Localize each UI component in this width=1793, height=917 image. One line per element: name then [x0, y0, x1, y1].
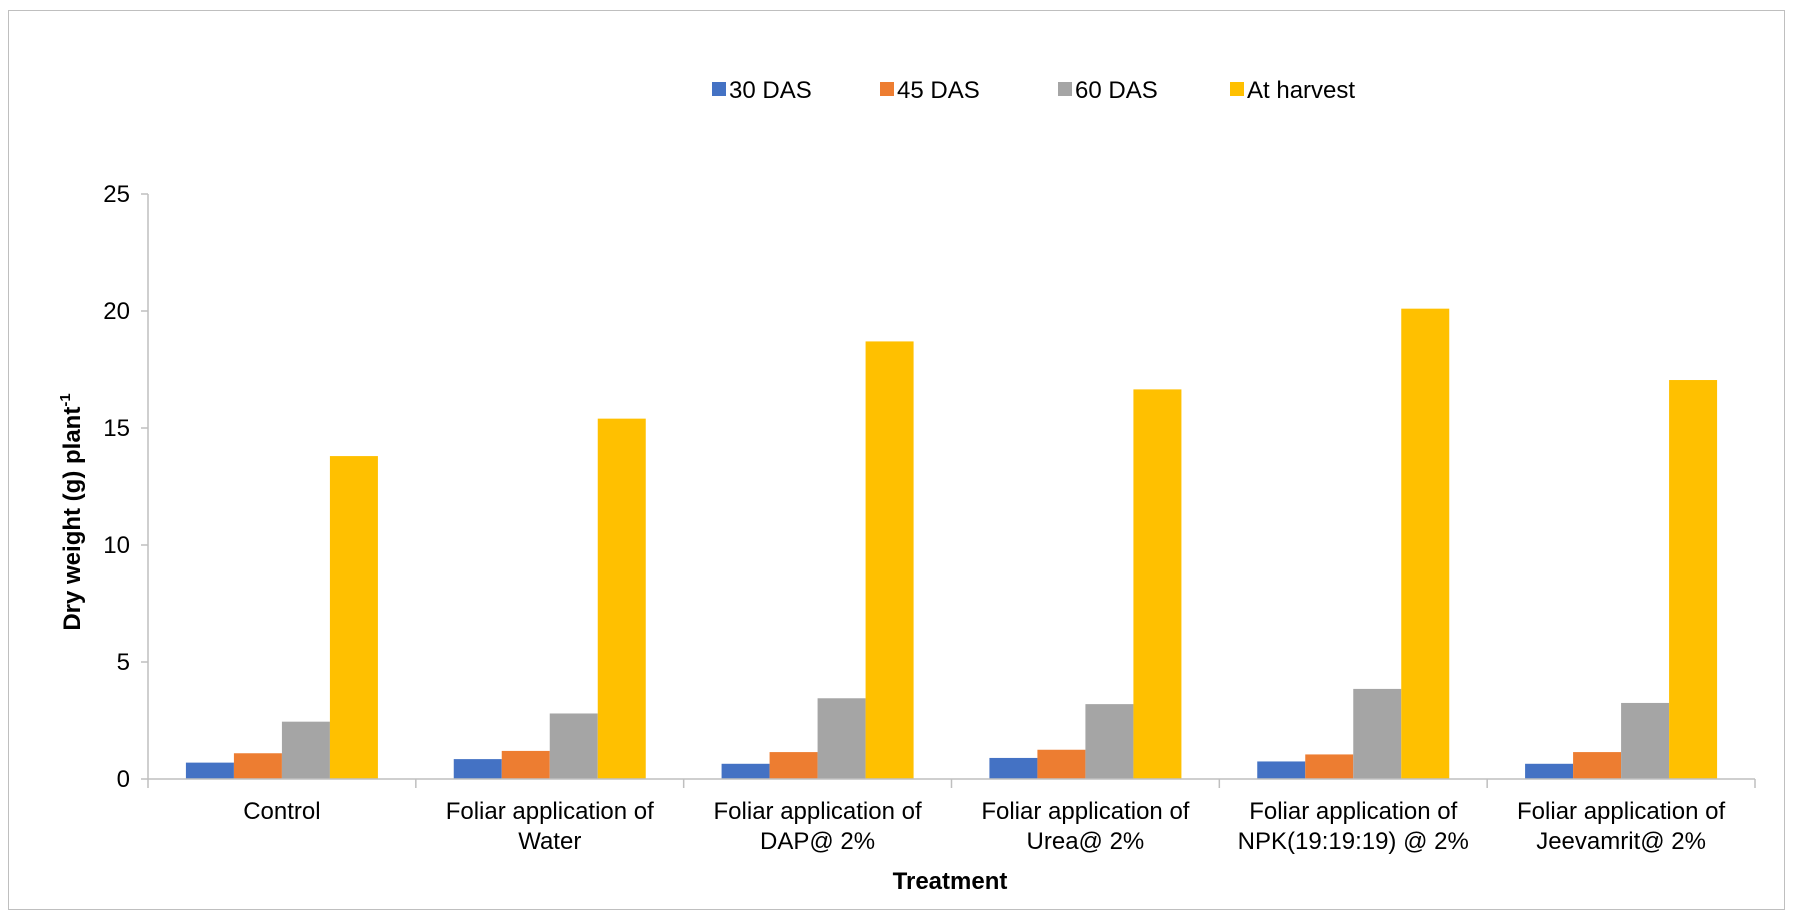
- bar-45-das: [1305, 754, 1354, 779]
- x-tick-label: Foliar application of: [446, 798, 654, 825]
- bar-30-das: [721, 763, 770, 779]
- y-tick-label: 20: [103, 298, 130, 325]
- bar-60-das: [1353, 688, 1402, 779]
- bar-45-das: [769, 752, 818, 779]
- x-tick-label: Foliar application of: [981, 798, 1189, 825]
- bar-45-das: [1037, 749, 1086, 779]
- bar-at-harvest: [597, 418, 646, 779]
- y-tick-label: 15: [103, 415, 130, 442]
- bar-30-das: [1257, 761, 1306, 779]
- bar-60-das: [817, 698, 866, 779]
- legend: 30 DAS 45 DAS 60 DAS At harvest: [712, 77, 1355, 104]
- bar-30-das: [1525, 763, 1574, 779]
- bar-60-das: [281, 721, 330, 779]
- y-axis-title-superscript: -1: [57, 393, 74, 406]
- bar-60-das: [549, 713, 598, 779]
- bar-at-harvest: [865, 341, 914, 779]
- y-axis-title: Dry weight (g) plant-1: [57, 393, 86, 630]
- bar-30-das: [453, 759, 502, 779]
- y-axis: 0 5 10 15 20 25: [103, 181, 149, 793]
- legend-label: At harvest: [1247, 77, 1355, 104]
- bar-60-das: [1085, 704, 1134, 779]
- bar-at-harvest: [1401, 308, 1450, 779]
- x-tick-label: Foliar application of: [1517, 798, 1725, 825]
- legend-swatch: [1058, 82, 1072, 96]
- x-tick-label: Jeevamrit@ 2%: [1536, 828, 1706, 855]
- y-tick-label: 10: [103, 532, 130, 559]
- x-tick-label: DAP@ 2%: [760, 828, 875, 855]
- bar-30-das: [989, 757, 1038, 779]
- bar-30-das: [185, 762, 234, 779]
- bar-45-das: [233, 753, 282, 779]
- bar-60-das: [1621, 702, 1670, 779]
- x-tick-label: NPK(19:19:19) @ 2%: [1238, 828, 1469, 855]
- legend-label: 30 DAS: [729, 77, 812, 104]
- x-tick-label: Control: [243, 798, 320, 825]
- x-tick-label: Foliar application of: [1249, 798, 1457, 825]
- x-tick-label: Urea@ 2%: [1027, 828, 1145, 855]
- legend-swatch: [880, 82, 894, 96]
- x-axis-title: Treatment: [893, 868, 1008, 895]
- bar-45-das: [1573, 752, 1622, 779]
- bars: [185, 308, 1718, 779]
- bar-at-harvest: [329, 456, 378, 779]
- x-tick-label: Water: [518, 828, 581, 855]
- y-tick-label: 0: [117, 766, 130, 793]
- x-axis: Control Foliar application of Water Foliar …: [147, 778, 1756, 855]
- bar-at-harvest: [1133, 389, 1182, 779]
- bar-45-das: [501, 750, 550, 779]
- y-tick-label: 5: [117, 649, 130, 676]
- legend-swatch: [712, 82, 726, 96]
- bar-at-harvest: [1669, 380, 1718, 779]
- legend-swatch: [1230, 82, 1244, 96]
- x-tick-label: Foliar application of: [714, 798, 922, 825]
- y-tick-label: 25: [103, 181, 130, 208]
- legend-label: 45 DAS: [897, 77, 980, 104]
- legend-label: 60 DAS: [1075, 77, 1158, 104]
